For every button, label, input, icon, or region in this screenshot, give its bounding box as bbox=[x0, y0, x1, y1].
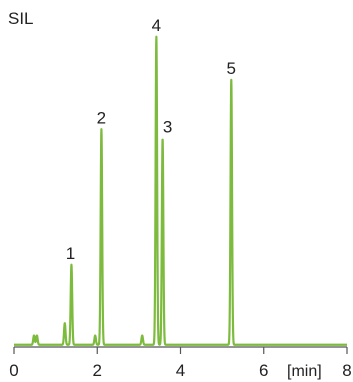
x-axis-unit-label: [min] bbox=[287, 363, 322, 380]
chart-title: SIL bbox=[8, 9, 34, 28]
peak-label: 4 bbox=[152, 16, 161, 35]
x-axis-tick-label: 6 bbox=[259, 361, 268, 380]
x-axis: 0 2 4 6 8 bbox=[9, 346, 352, 380]
peak-label: 2 bbox=[97, 108, 106, 127]
peak-labels: 1 2 4 3 5 bbox=[66, 16, 236, 263]
x-axis-tick-label: 2 bbox=[93, 361, 102, 380]
x-axis-tick-label: 4 bbox=[176, 361, 185, 380]
peak-label: 1 bbox=[66, 244, 75, 263]
x-axis-tick-label: 8 bbox=[342, 361, 351, 380]
chromatogram-trace bbox=[13, 35, 348, 346]
chromatogram-line bbox=[13, 35, 348, 346]
peak-label: 3 bbox=[163, 118, 172, 137]
peak-label: 5 bbox=[227, 59, 236, 78]
x-axis-tick-label: 0 bbox=[9, 361, 18, 380]
